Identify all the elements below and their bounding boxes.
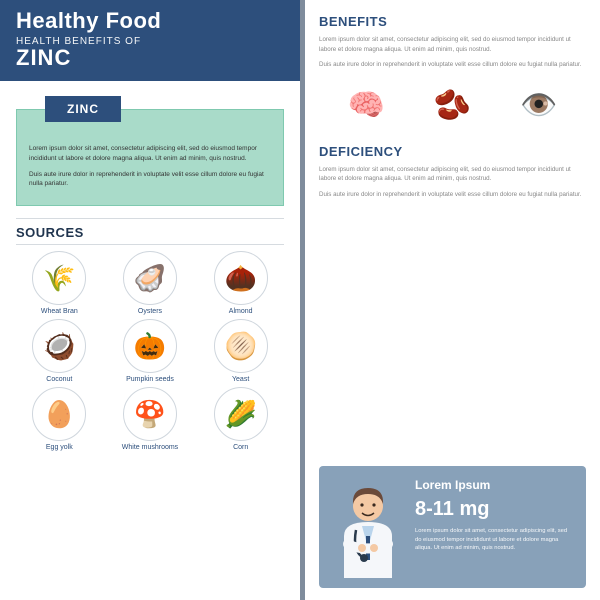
deficiency-para-1: Lorem ipsum dolor sit amet, consectetur … — [319, 165, 586, 184]
doctor-heading: Lorem Ipsum — [415, 478, 572, 492]
food-label: Oysters — [138, 308, 162, 315]
doctor-text: Lorem Ipsum 8-11 mg Lorem ipsum dolor si… — [415, 478, 572, 578]
egg-yolk-icon: 🥚 — [32, 387, 86, 441]
benefits-para-1: Lorem ipsum dolor sit amet, consectetur … — [319, 35, 586, 54]
doctor-body: Lorem ipsum dolor sit amet, consectetur … — [415, 527, 572, 553]
white-mushrooms-icon: 🍄 — [123, 387, 177, 441]
oysters-icon: 🦪 — [123, 251, 177, 305]
deficiency-heading: DEFICIENCY — [319, 144, 586, 159]
infographic-page: Healthy Food HEALTH BENEFITS OF ZINC ZIN… — [0, 0, 600, 600]
food-item: 🌾 Wheat Bran — [14, 251, 105, 315]
food-item: 🫓 Yeast — [195, 319, 286, 383]
zinc-callout: ZINC Lorem ipsum dolor sit amet, consect… — [16, 109, 284, 206]
food-item: 🌰 Almond — [195, 251, 286, 315]
benefits-heading: BENEFITS — [319, 14, 586, 29]
coconut-icon: 🥥 — [32, 319, 86, 373]
doctor-figure — [333, 478, 403, 578]
food-item: 🦪 Oysters — [105, 251, 196, 315]
recommended-dose: 8-11 mg — [415, 498, 572, 521]
food-item: 🎃 Pumpkin seeds — [105, 319, 196, 383]
doctor-card: Lorem Ipsum 8-11 mg Lorem ipsum dolor si… — [319, 466, 586, 588]
callout-para-2: Duis aute irure dolor in reprehenderit i… — [29, 170, 271, 190]
brain-icon: 🧠 — [342, 82, 390, 130]
callout-para-1: Lorem ipsum dolor sit amet, consectetur … — [29, 144, 271, 164]
page-subtitle: HEALTH BENEFITS OF — [16, 36, 284, 47]
food-label: Coconut — [46, 376, 72, 383]
food-item: 🥚 Egg yolk — [14, 387, 105, 451]
wheat-bran-icon: 🌾 — [32, 251, 86, 305]
page-title: Healthy Food — [16, 8, 284, 34]
sources-grid: 🌾 Wheat Bran 🦪 Oysters 🌰 Almond 🥥 Coconut 🎃 P… — [0, 247, 300, 461]
food-label: Egg yolk — [46, 444, 73, 451]
food-label: Almond — [229, 308, 253, 315]
food-label: Pumpkin seeds — [126, 376, 174, 383]
sources-header: SOURCES — [0, 210, 300, 247]
right-column: BENEFITS Lorem ipsum dolor sit amet, con… — [305, 0, 600, 600]
corn-icon: 🌽 — [214, 387, 268, 441]
callout-label: ZINC — [45, 96, 121, 122]
food-item: 🥥 Coconut — [14, 319, 105, 383]
mineral-name: ZINC — [16, 45, 284, 71]
deficiency-para-2: Duis aute irure dolor in reprehenderit i… — [319, 190, 586, 200]
food-item: 🌽 Corn — [195, 387, 286, 451]
callout-wrap: ZINC Lorem ipsum dolor sit amet, consect… — [0, 81, 300, 210]
food-label: White mushrooms — [122, 444, 178, 451]
doctor-icon — [334, 478, 402, 578]
eye-icon: 👁️ — [515, 82, 563, 130]
yeast-icon: 🫓 — [214, 319, 268, 373]
left-column: Healthy Food HEALTH BENEFITS OF ZINC ZIN… — [0, 0, 300, 600]
organs-row: 🧠 🫘 👁️ — [319, 76, 586, 140]
sources-heading: SOURCES — [16, 219, 284, 244]
food-label: Corn — [233, 444, 248, 451]
food-item: 🍄 White mushrooms — [105, 387, 196, 451]
benefits-para-2: Duis aute irure dolor in reprehenderit i… — [319, 60, 586, 70]
header-block: Healthy Food HEALTH BENEFITS OF ZINC — [0, 0, 300, 81]
kidneys-icon: 🫘 — [428, 82, 476, 130]
food-label: Wheat Bran — [41, 308, 78, 315]
almond-icon: 🌰 — [214, 251, 268, 305]
pumpkin-seeds-icon: 🎃 — [123, 319, 177, 373]
divider — [16, 244, 284, 245]
food-label: Yeast — [232, 376, 249, 383]
